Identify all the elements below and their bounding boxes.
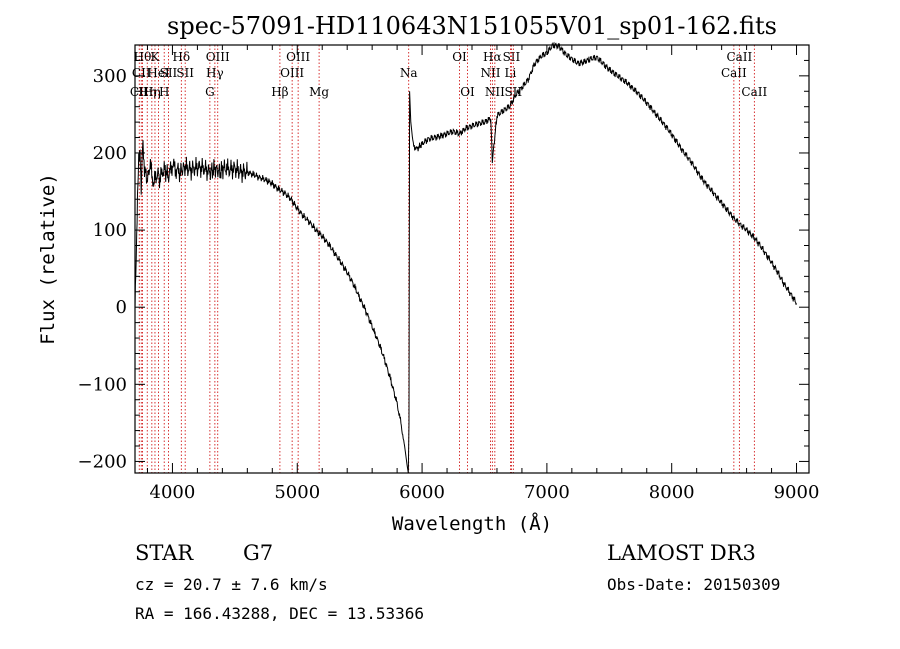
- y-tick-label: −100: [78, 374, 127, 395]
- line-marker-label: Na: [400, 66, 418, 80]
- line-marker-label: G: [205, 85, 215, 99]
- line-marker-label: Hη: [143, 85, 161, 99]
- axis-ticks: [135, 44, 809, 473]
- x-tick-label: 9000: [774, 482, 820, 503]
- y-axis-label: Flux (relative): [37, 173, 59, 345]
- line-marker-label: Hα: [483, 50, 502, 64]
- obs-date: Obs-Date: 20150309: [607, 575, 780, 594]
- line-marker-label: Li: [505, 66, 517, 80]
- axis-tick-labels: 4000 5000 6000 7000 8000 9000 −200 −100 0 100 200 3…: [78, 66, 820, 503]
- spectrum-series: [134, 41, 797, 474]
- coordinates: RA = 166.43288, DEC = 13.53366: [135, 604, 424, 623]
- line-marker-label: Hβ: [271, 85, 288, 99]
- line-marker-label: SII: [504, 85, 522, 99]
- y-tick-label: −200: [78, 451, 127, 472]
- y-tick-label: 0: [116, 297, 127, 318]
- y-tick-label: 300: [93, 66, 127, 87]
- line-markers: CIICIIHθHηHηKHeIHSIIHδSIIGHγOIIIHβOIIIOI…: [130, 45, 767, 473]
- line-marker-label: CII: [132, 66, 151, 80]
- y-tick-label: 100: [93, 220, 127, 241]
- chart-title: spec-57091-HD110643N151055V01_sp01-162.f…: [167, 12, 777, 40]
- line-marker-label: NII: [480, 66, 500, 80]
- survey-name: LAMOST DR3: [607, 541, 756, 565]
- x-tick-label: 5000: [274, 482, 320, 503]
- x-tick-label: 8000: [649, 482, 695, 503]
- line-marker-label: K: [150, 50, 160, 64]
- line-marker-label: Mg: [309, 85, 329, 99]
- line-marker-label: SII: [503, 50, 521, 64]
- line-marker-label: OIII: [206, 50, 230, 64]
- line-marker-label: NII: [485, 85, 505, 99]
- object-type: STAR: [135, 541, 194, 565]
- line-marker-label: CaII: [741, 85, 767, 99]
- redshift-cz: cz = 20.7 ± 7.6 km/s: [135, 575, 328, 594]
- line-marker-label: OIII: [280, 66, 304, 80]
- line-marker-label: OIII: [286, 50, 310, 64]
- line-marker-label: OI: [452, 50, 467, 64]
- line-marker-label: CaII: [721, 66, 747, 80]
- line-marker-label: SII: [160, 66, 178, 80]
- line-marker-label: Hθ: [134, 50, 152, 64]
- subclass: G7: [243, 541, 273, 565]
- x-axis-label: Wavelength (Å): [392, 512, 552, 535]
- spectrum-line: [134, 41, 797, 474]
- x-tick-label: 6000: [399, 482, 445, 503]
- line-marker-label: OI: [460, 85, 475, 99]
- line-marker-label: Hγ: [206, 66, 224, 80]
- y-tick-label: 200: [93, 143, 127, 164]
- x-tick-label: 4000: [150, 482, 196, 503]
- line-marker-label: CaII: [726, 50, 752, 64]
- line-marker-label: H: [159, 85, 169, 99]
- x-tick-label: 7000: [524, 482, 570, 503]
- plot-frame: [134, 44, 810, 474]
- line-marker-label: SII: [176, 66, 194, 80]
- line-marker-label: Hδ: [172, 50, 190, 64]
